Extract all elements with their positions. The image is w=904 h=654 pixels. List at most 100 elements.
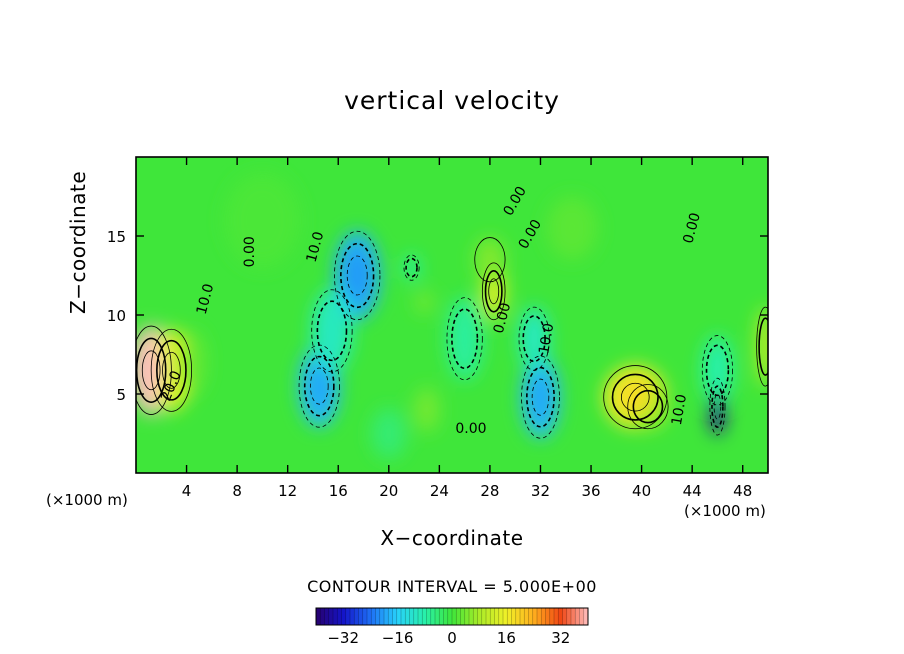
colorbar-cell-36 [469, 608, 474, 625]
colorbar-cell-49 [524, 608, 529, 625]
field-core-3 [308, 363, 331, 409]
colorbar-cell-16 [384, 608, 389, 625]
colorbar-cell-11 [362, 608, 368, 625]
colorbar-cell-44 [503, 608, 508, 625]
contour-11-2 [488, 278, 500, 305]
contour-label-7: 10.0 [536, 322, 557, 355]
contour-3-2 [309, 367, 329, 405]
colorbar-cell-0 [316, 608, 321, 625]
colorbar-cell-15 [379, 608, 385, 625]
colorbar-cell-21 [405, 608, 410, 625]
colorbar-cell-6 [341, 608, 347, 625]
field-cell-8 [415, 291, 434, 314]
field-cell-7 [414, 387, 440, 432]
colorbar-cell-56 [554, 608, 559, 625]
contour-interval-label: CONTOUR INTERVAL = 5.000E+00 [307, 577, 597, 596]
colorbar-cell-1 [320, 608, 325, 625]
colorbar-cell-25 [422, 608, 427, 625]
x-tick-label-0: 4 [182, 482, 192, 500]
colorbar-cell-30 [443, 608, 449, 625]
colorbar-tick-label-4: 32 [551, 629, 570, 647]
contour-17-2 [713, 393, 722, 420]
contour-label-6: 0.00 [491, 301, 515, 335]
contour-0-2 [141, 350, 161, 391]
colorbar-cell-7 [345, 608, 351, 625]
y-tick-label-1: 10 [107, 307, 126, 325]
colorbar-tick-label-3: 16 [497, 629, 516, 647]
contour-17-0 [709, 377, 726, 436]
contour-4-1 [340, 242, 375, 309]
x-tick-label-8: 36 [581, 482, 600, 500]
colorbar-cell-20 [401, 608, 406, 625]
colorbar-cell-61 [575, 608, 580, 625]
contour-13-2 [531, 378, 550, 416]
colorbar-cell-27 [430, 608, 436, 625]
colorbar-cell-35 [464, 608, 470, 625]
x-unit-left: (×1000 m) [46, 491, 128, 509]
contour-9-1 [405, 257, 418, 278]
colorbar-cell-37 [473, 608, 478, 625]
contour-15-0 [603, 365, 668, 430]
colorbar-cell-42 [494, 608, 500, 625]
contour-12-0 [474, 237, 506, 283]
x-tick-label-11: 48 [733, 482, 752, 500]
x-axis-label: X−coordinate [380, 526, 524, 550]
colorbar-cell-3 [328, 608, 334, 625]
field-cell-2 [180, 330, 206, 394]
contour-1-1 [156, 339, 187, 401]
contour-label-9: 10.0 [669, 393, 690, 426]
colorbar-cell-4 [333, 608, 338, 625]
colorbar-cell-19 [396, 608, 402, 625]
colorbar-tick-label-1: −16 [382, 629, 414, 647]
colorbar-cell-43 [498, 608, 504, 625]
contour-10-0 [446, 297, 483, 381]
colorbar-cell-38 [477, 608, 483, 625]
contour-label-1: 10.0 [194, 282, 218, 316]
colorbar-cell-24 [418, 608, 423, 625]
x-tick-label-5: 24 [430, 482, 449, 500]
contour-19-1 [758, 317, 768, 376]
contour-18-1 [705, 344, 730, 397]
contour-5-1 [316, 300, 348, 362]
colorbar-cell-2 [324, 608, 330, 625]
contour-15-1 [611, 373, 659, 421]
colorbar-cell-14 [375, 608, 381, 625]
field-cell-12 [474, 237, 506, 282]
colorbar-cell-58 [562, 608, 568, 625]
field-cell-20 [546, 196, 598, 260]
contour-11-1 [484, 270, 503, 313]
contour-16-0 [627, 384, 669, 430]
contour-18-0 [701, 335, 734, 406]
contour-16-1 [632, 389, 664, 424]
colorbar-cell-41 [490, 608, 495, 625]
x-tick-label-10: 44 [683, 482, 702, 500]
colorbar-cell-31 [447, 608, 453, 625]
colorbar-cell-8 [350, 608, 355, 625]
contour-label-8: 0.00 [455, 421, 486, 437]
x-tick-label-2: 12 [278, 482, 297, 500]
contour-13-0 [521, 355, 560, 439]
contour-1-2 [162, 351, 181, 389]
colorbar-cell-23 [413, 608, 419, 625]
x-tick-label-9: 40 [632, 482, 651, 500]
colorbar-cell-9 [354, 608, 359, 625]
colorbar-cell-18 [392, 608, 398, 625]
x-unit-right: (×1000 m) [684, 502, 766, 520]
colorbar-cell-29 [439, 608, 444, 625]
colorbar-cell-45 [507, 608, 512, 625]
contour-label-2: 0.00 [242, 236, 258, 267]
colorbar-cell-17 [388, 608, 393, 625]
colorbar-cell-46 [511, 608, 517, 625]
colorbar-cell-10 [358, 608, 364, 625]
x-tick-label-7: 32 [531, 482, 550, 500]
contour-label-3: 10.0 [304, 230, 328, 264]
contour-9-0 [403, 254, 420, 281]
y-tick-label-2: 15 [107, 228, 126, 246]
x-tick-label-6: 28 [480, 482, 499, 500]
colorbar-cell-62 [579, 608, 585, 625]
colorbar-tick-label-2: 0 [447, 629, 457, 647]
velocity-field: 20.010.00.00 10.00.000.000.0010.00.0010.0… [136, 172, 768, 459]
colorbar-cell-22 [409, 608, 415, 625]
contour-4-2 [346, 255, 368, 296]
